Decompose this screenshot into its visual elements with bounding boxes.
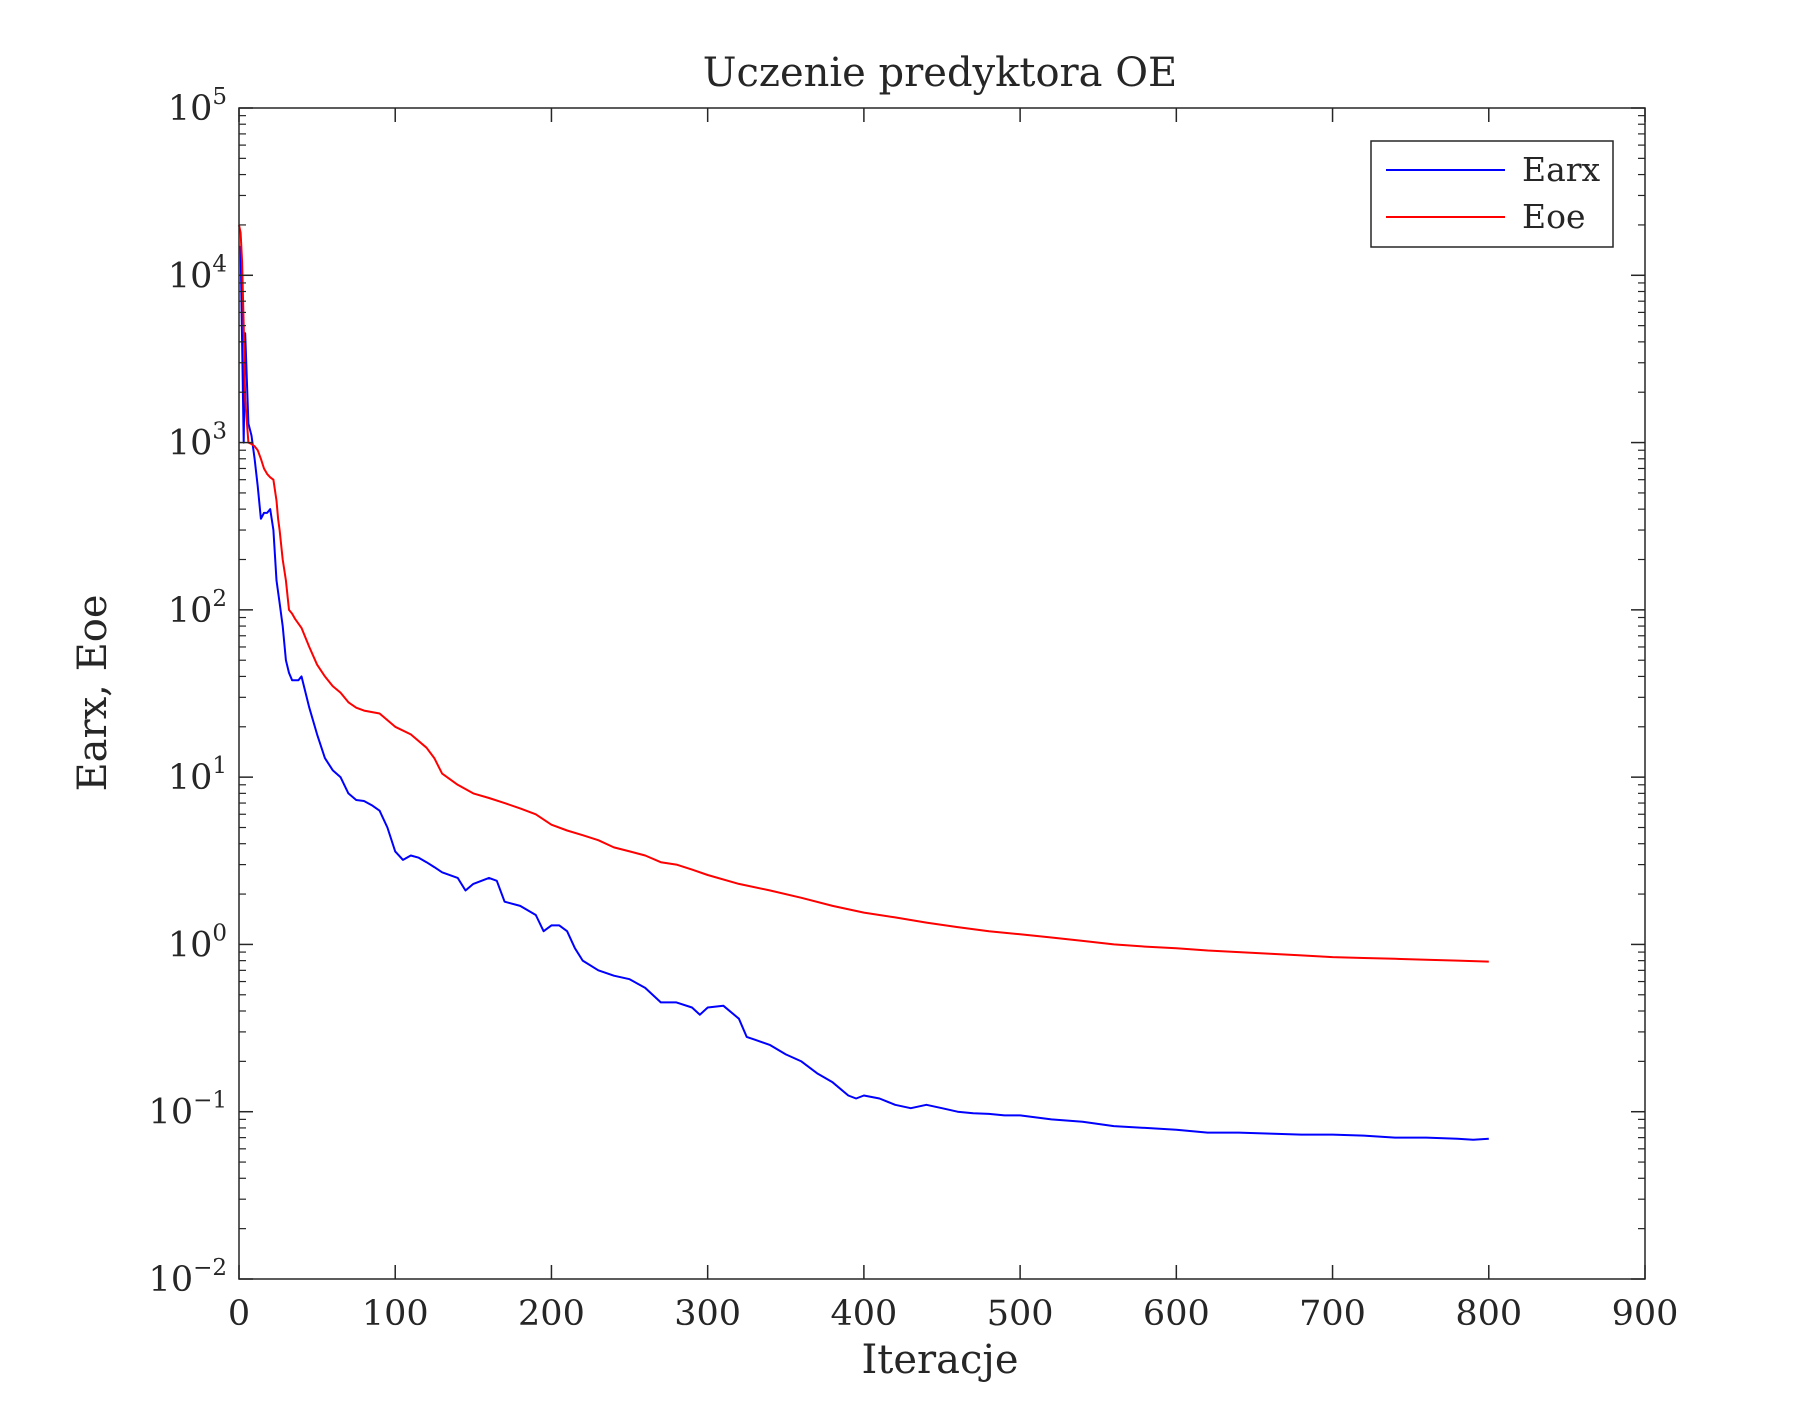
x-tick-label: 300 <box>674 1294 741 1334</box>
x-tick-label: 600 <box>1143 1294 1210 1334</box>
series-line-earx <box>239 245 1489 1141</box>
x-axis-title: Iteracje <box>862 1337 1019 1383</box>
y-axis-title: Earx, Eoe <box>70 594 116 791</box>
axes-layer <box>238 107 1646 1280</box>
y-tick-label: 101 <box>168 753 227 798</box>
plot-area-frame <box>238 107 1646 1280</box>
x-tick-label: 100 <box>362 1294 429 1334</box>
x-tick-label: 800 <box>1455 1294 1522 1334</box>
x-tick-label: 0 <box>228 1294 250 1334</box>
legend-label-eoe: Eoe <box>1522 197 1586 236</box>
y-tick-label: 10−1 <box>149 1088 227 1133</box>
x-tick-labels: 0 100 200 300 400 500 600 700 800 900 <box>228 1294 1679 1334</box>
x-tick-label: 700 <box>1299 1294 1366 1334</box>
x-tick-label: 400 <box>830 1294 897 1334</box>
y-tick-label: 102 <box>168 586 227 631</box>
series-layer <box>238 224 1489 1141</box>
y-tick-labels: 10−2 10−1 100 101 102 103 104 105 <box>149 84 227 1300</box>
y-tick-label: 105 <box>168 84 227 129</box>
y-tick-label: 10−2 <box>149 1255 227 1300</box>
x-tick-label: 900 <box>1612 1294 1679 1334</box>
legend: Earx Eoe <box>1370 140 1614 248</box>
legend-label-earx: Earx <box>1522 150 1601 189</box>
chart-title: Uczenie predyktora OE <box>703 50 1177 96</box>
x-tick-label: 500 <box>987 1294 1054 1334</box>
y-tick-label: 103 <box>168 419 227 464</box>
x-tick-label: 200 <box>518 1294 585 1334</box>
legend-box <box>1370 140 1614 248</box>
y-tick-label: 100 <box>168 920 227 965</box>
y-tick-label: 104 <box>168 251 227 296</box>
series-line-eoe <box>238 224 1489 963</box>
